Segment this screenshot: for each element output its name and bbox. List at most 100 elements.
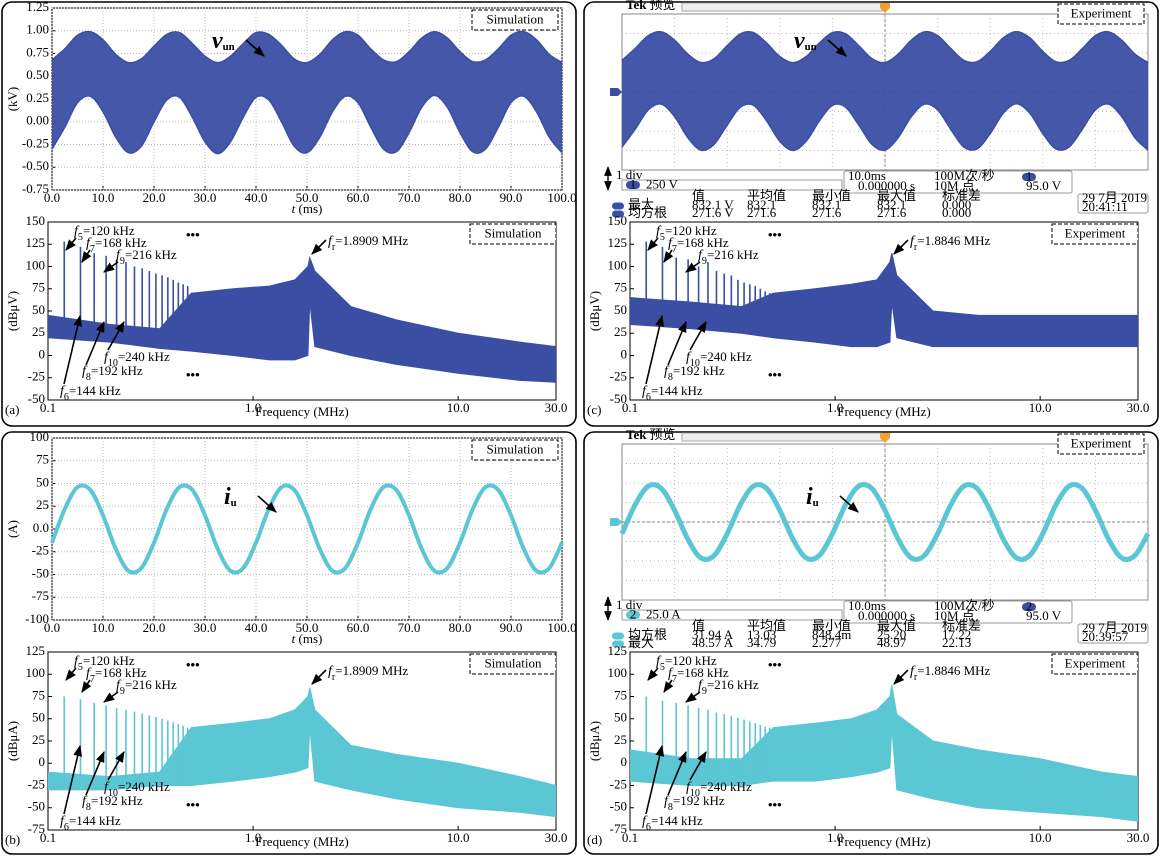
scope-brand: Tek — [626, 427, 647, 442]
channel-scale: 250 V — [646, 176, 679, 191]
time: 20:41:11 — [1082, 199, 1128, 214]
arrow — [686, 692, 700, 702]
noise-floor — [630, 253, 1138, 346]
signal-label: iu — [224, 484, 237, 510]
y-tick-label: 25 — [36, 497, 49, 512]
y-tick-label: -25 — [28, 369, 45, 384]
x-tick-label: 30.0 — [545, 830, 568, 845]
panel-label: (c) — [587, 402, 601, 417]
symbol: v — [794, 28, 805, 54]
label-text: =1.8909 MHz — [335, 663, 408, 678]
label-text: =144 kHz — [651, 383, 703, 398]
label-text: =216 kHz — [125, 247, 177, 262]
y-tick-label: 50 — [32, 710, 45, 725]
table-cell: 271.6 — [877, 205, 907, 220]
harmonic-label: f9=216 kHz — [698, 677, 759, 697]
tag: Experiment — [1065, 655, 1126, 670]
y-tick-label: 25 — [32, 732, 45, 747]
arrow — [82, 680, 90, 692]
chart: -50-2502550751001251500.11.010.030.0Freq… — [587, 213, 1149, 419]
y-tick-label: 125 — [26, 235, 46, 250]
ellipsis: ••• — [186, 797, 200, 812]
row-badge — [612, 633, 624, 640]
harmonic-label: f9=216 kHz — [116, 247, 177, 267]
x-tick-label: 30.0 — [545, 400, 568, 415]
x-tick-label: 10.0 — [1029, 830, 1052, 845]
x-tick-label: 80.0 — [449, 620, 472, 635]
x-tick-label: 0.1 — [40, 830, 56, 845]
time: 20:39:57 — [1082, 629, 1129, 644]
row-badge — [612, 203, 624, 210]
x-tick-label: 0.0 — [44, 190, 60, 205]
y-tick-label: 100 — [608, 665, 628, 680]
table-cell: 34.79 — [747, 635, 776, 650]
label-text: =144 kHz — [651, 813, 703, 828]
label-text: =1.8909 MHz — [335, 233, 408, 248]
x-tick-label: 40.0 — [245, 620, 268, 635]
y-tick-label: 100 — [26, 665, 46, 680]
arrow — [664, 680, 672, 692]
scope-topbar — [682, 433, 882, 441]
chart: -100-75-50-250.02550751000.010.020.030.0… — [5, 429, 577, 646]
ellipsis: ••• — [768, 367, 782, 382]
tag: Experiment — [1071, 5, 1132, 20]
subscript: un — [223, 41, 235, 53]
label-text: =240 kHz — [118, 779, 170, 794]
arrow — [66, 668, 76, 680]
x-tick-label: 30.0 — [1127, 400, 1150, 415]
x-tick-label: 0.1 — [622, 830, 638, 845]
tag: Simulation — [484, 225, 542, 240]
band-fill — [52, 31, 562, 153]
harmonic-label: fr=1.8846 MHz — [910, 233, 991, 253]
x-tick-label: 100.0 — [547, 620, 576, 635]
x-axis-label: Frequency (MHz) — [255, 834, 349, 849]
y-axis-label: (A) — [5, 520, 20, 538]
y-tick-label: 50 — [614, 302, 627, 317]
panel-label: (d) — [587, 832, 602, 847]
y-tick-label: -50 — [28, 799, 45, 814]
scope-brand: Tek — [626, 0, 647, 12]
label-text: =144 kHz — [69, 813, 121, 828]
x-tick-label: 0.1 — [622, 400, 638, 415]
y-tick-label: 0.25 — [26, 90, 49, 105]
y-tick-label: 100 — [26, 257, 46, 272]
chart: Tek预览1 div1250 V10.0ms100M次/秒10M 点0.0000… — [608, 0, 1148, 220]
table-cell: 271.6 V — [692, 205, 734, 220]
y-axis-label: (dBμV) — [5, 291, 20, 331]
y-tick-label: 25 — [32, 324, 45, 339]
y-tick-label: 0.75 — [26, 44, 49, 59]
tag: Experiment — [1071, 435, 1132, 450]
harmonic-label: f9=216 kHz — [116, 677, 177, 697]
panel-label: (b) — [5, 832, 20, 847]
figure: -0.75-0.50-0.250.000.250.500.751.001.250… — [0, 0, 1160, 857]
table-cell: 48.97 — [877, 635, 907, 650]
x-tick-label: 10.0 — [92, 190, 115, 205]
chart: -75-50-2502550751001250.11.010.030.0Freq… — [5, 643, 567, 849]
arrow — [648, 668, 658, 680]
row-label: 最大 — [628, 635, 654, 650]
label-text: =216 kHz — [125, 677, 177, 692]
x-tick-label: 80.0 — [449, 190, 472, 205]
x-tick-label: 20.0 — [143, 620, 166, 635]
x-axis-label: Frequency (MHz) — [837, 834, 931, 849]
table-cell: 0.000 — [942, 205, 971, 220]
subscript: un — [805, 41, 817, 53]
x-tick-label: 90.0 — [500, 620, 523, 635]
x-axis-unit: (ms) — [295, 201, 322, 216]
y-tick-label: 125 — [26, 643, 46, 658]
label-text: =216 kHz — [707, 247, 759, 262]
row-label: 均方根 — [628, 205, 667, 220]
label-text: =216 kHz — [707, 677, 759, 692]
ellipsis: ••• — [768, 797, 782, 812]
y-tick-label: 25 — [614, 324, 627, 339]
label-text: =1.8846 MHz — [917, 233, 990, 248]
y-axis-label: (kV) — [5, 87, 20, 112]
subscript: u — [231, 497, 237, 509]
label-text: =240 kHz — [700, 349, 752, 364]
label-text: =240 kHz — [700, 779, 752, 794]
chart: -0.75-0.50-0.250.000.250.500.751.001.250… — [5, 0, 577, 216]
y-tick-label: -75 — [32, 588, 49, 603]
y-tick-label: 150 — [608, 213, 628, 228]
x-tick-label: 30.0 — [194, 190, 217, 205]
arrow — [312, 670, 326, 684]
